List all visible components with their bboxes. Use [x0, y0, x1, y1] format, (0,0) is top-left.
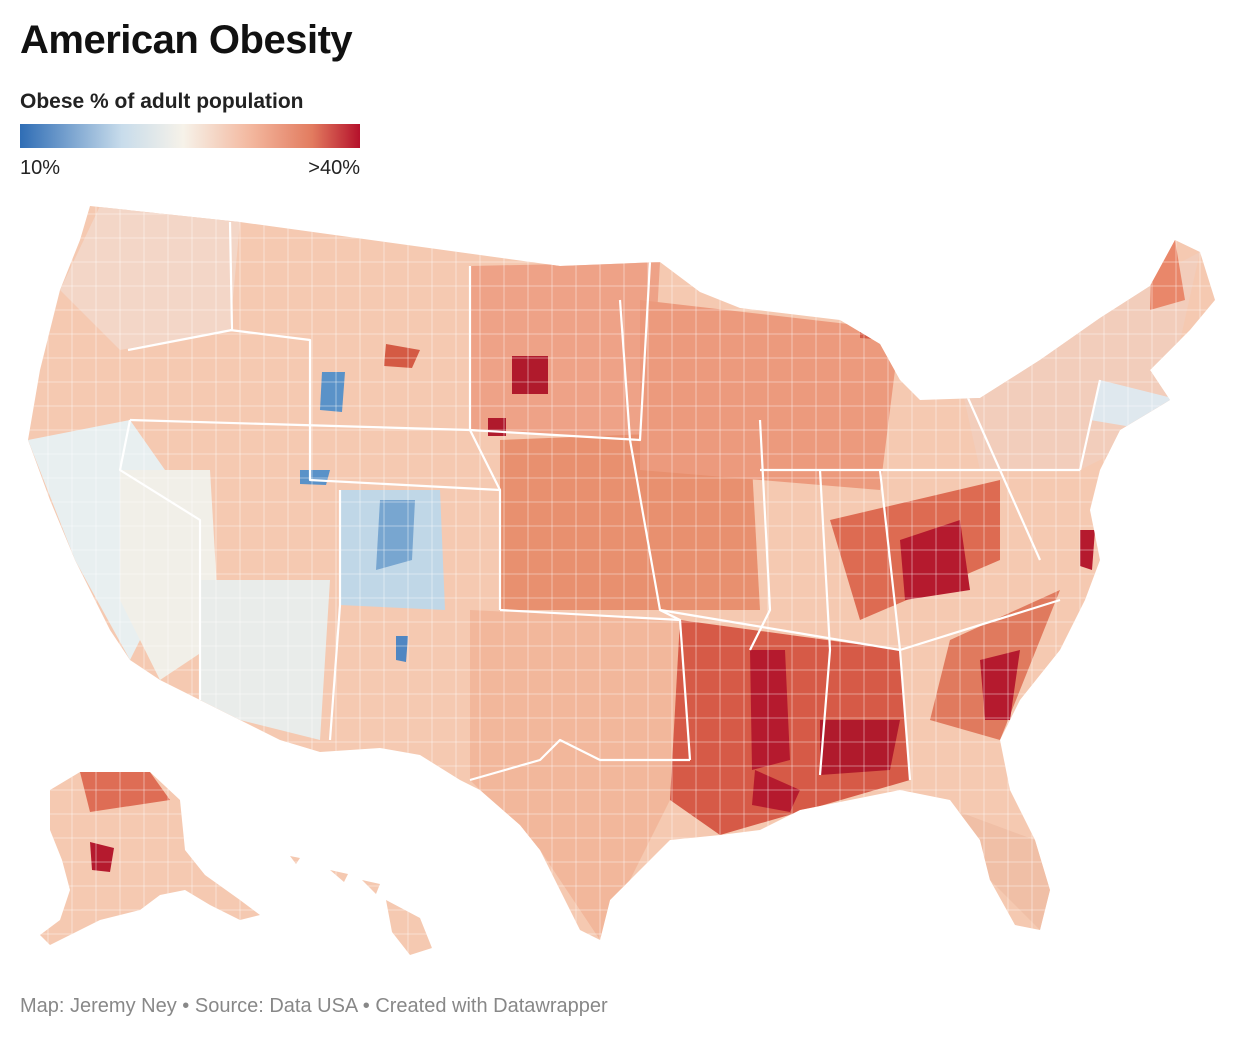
- legend-color-bar: [20, 124, 360, 148]
- footer-credits: Map: Jeremy Ney • Source: Data USA • Cre…: [20, 995, 608, 1018]
- footer-source: Source: Data USA: [194, 995, 358, 1017]
- legend-min-label: 10%: [20, 157, 61, 179]
- us-county-map: [28, 206, 1215, 955]
- footer-map-credit: Map: Jeremy Ney: [20, 995, 177, 1017]
- legend-title: Obese % of adult population: [20, 90, 304, 113]
- footer-separator: •: [362, 995, 370, 1017]
- legend-max-label: >40%: [308, 157, 360, 179]
- page-title: American Obesity: [20, 18, 353, 62]
- color-legend: Obese % of adult population 10% >40%: [20, 90, 360, 183]
- footer-tool-credit: Created with Datawrapper: [375, 995, 608, 1017]
- footer-separator: •: [182, 995, 190, 1017]
